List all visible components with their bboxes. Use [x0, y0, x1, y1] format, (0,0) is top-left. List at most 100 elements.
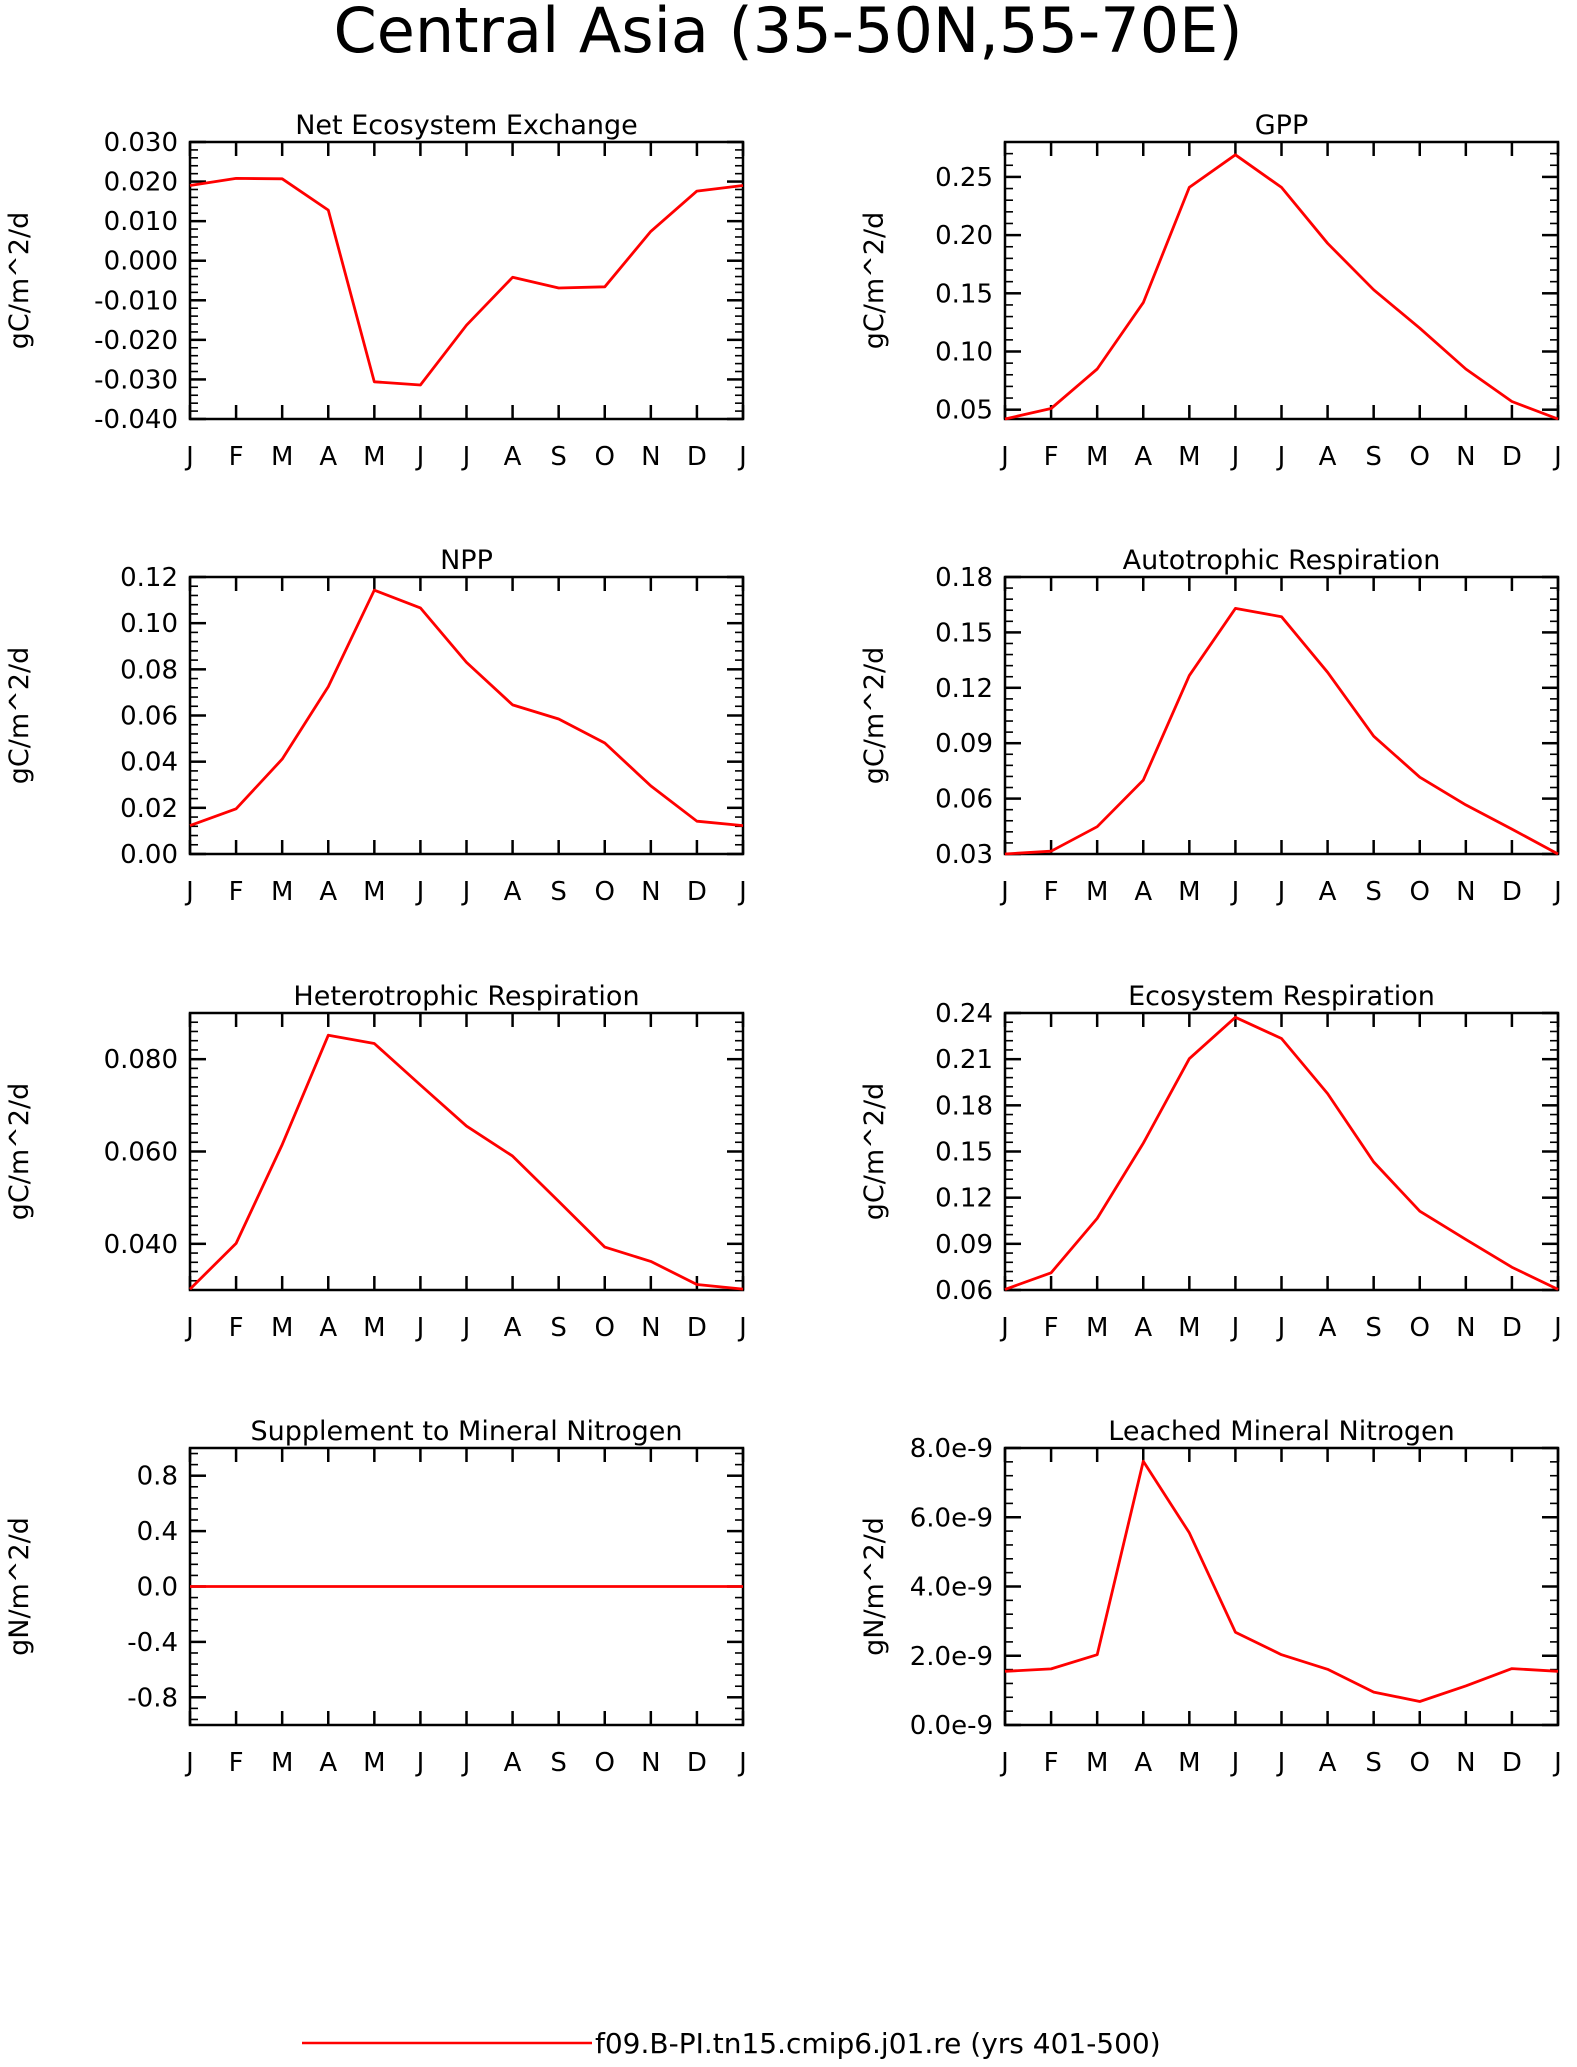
x-tick-label: A [504, 442, 522, 472]
x-tick-label: O [595, 877, 615, 907]
y-tick-label: -0.030 [94, 365, 178, 395]
x-tick-label: F [229, 1748, 244, 1778]
x-tick-label: S [550, 877, 567, 907]
x-tick-label: J [737, 442, 747, 472]
y-tick-label: 0.06 [935, 1276, 993, 1306]
y-tick-label: 0.02 [120, 794, 178, 824]
x-tick-label: F [1044, 1748, 1059, 1778]
panel-title: Supplement to Mineral Nitrogen [251, 1416, 683, 1447]
x-tick-label: D [1502, 877, 1522, 907]
x-tick-label: J [999, 1313, 1009, 1343]
y-tick-label: 0.06 [120, 702, 178, 732]
x-tick-label: F [1044, 442, 1059, 472]
y-tick-label: 0.0 [137, 1573, 178, 1603]
x-tick-label: N [1456, 1748, 1475, 1778]
panel-title: Heterotrophic Respiration [293, 981, 639, 1012]
y-tick-label: 0.12 [120, 563, 178, 593]
figure-title: Central Asia (35-50N,55-70E) [333, 0, 1242, 67]
x-tick-label: O [595, 1313, 615, 1343]
y-axis-label: gC/m^2/d [4, 212, 35, 349]
x-tick-label: O [595, 442, 615, 472]
x-tick-label: A [1319, 1748, 1337, 1778]
x-tick-label: M [1178, 877, 1200, 907]
x-tick-label: D [1502, 1313, 1522, 1343]
x-tick-label: S [1365, 1748, 1382, 1778]
x-tick-label: A [504, 877, 522, 907]
x-tick-label: M [271, 1313, 293, 1343]
y-tick-label: -0.040 [94, 405, 178, 435]
x-tick-label: J [1276, 1748, 1286, 1778]
x-tick-label: J [1230, 1748, 1240, 1778]
x-tick-label: D [1502, 1748, 1522, 1778]
y-tick-label: 0.15 [935, 618, 993, 648]
x-tick-label: O [1410, 442, 1430, 472]
x-tick-label: F [1044, 877, 1059, 907]
x-tick-label: A [1319, 877, 1337, 907]
x-tick-label: N [641, 1313, 660, 1343]
x-tick-label: J [415, 1748, 425, 1778]
x-tick-label: J [1552, 1313, 1562, 1343]
x-tick-label: J [1276, 1313, 1286, 1343]
series-line [1004, 607, 1559, 856]
y-tick-label: 0.18 [935, 1091, 993, 1121]
x-tick-label: S [550, 442, 567, 472]
x-tick-label: A [1319, 1313, 1337, 1343]
y-axis-label: gC/m^2/d [4, 1083, 35, 1220]
x-tick-label: D [687, 442, 707, 472]
x-tick-label: F [229, 442, 244, 472]
y-tick-label: 0.06 [935, 785, 993, 815]
x-tick-label: A [1134, 877, 1152, 907]
x-tick-label: J [1552, 877, 1562, 907]
x-tick-label: J [184, 442, 194, 472]
series-line [189, 176, 744, 387]
y-tick-label: 0.030 [104, 128, 178, 158]
x-tick-label: D [1502, 442, 1522, 472]
y-axis-label: gC/m^2/d [859, 212, 890, 349]
series-line [189, 1033, 744, 1291]
y-tick-label: 0.10 [935, 337, 993, 367]
y-tick-label: 0.20 [935, 221, 993, 251]
x-tick-label: O [1410, 877, 1430, 907]
panel-title: NPP [440, 545, 493, 576]
x-tick-label: M [271, 877, 293, 907]
y-tick-label: 0.8 [137, 1462, 178, 1492]
x-tick-label: J [737, 877, 747, 907]
y-tick-label: 0.15 [935, 279, 993, 309]
y-tick-label: -0.8 [127, 1683, 178, 1713]
x-tick-label: J [1230, 442, 1240, 472]
panel-title: GPP [1255, 110, 1309, 141]
panel-title: Ecosystem Respiration [1128, 981, 1435, 1012]
y-tick-label: 8.0e-9 [910, 1434, 993, 1464]
y-tick-label: 0.00 [120, 840, 178, 870]
x-tick-label: M [1086, 1748, 1108, 1778]
y-tick-label: 0.09 [935, 1230, 993, 1260]
plot-frame [1003, 1011, 1560, 1292]
x-tick-label: J [1276, 877, 1286, 907]
x-tick-label: J [415, 1313, 425, 1343]
series-line [1004, 1459, 1559, 1703]
y-tick-label: 0.15 [935, 1138, 993, 1168]
y-tick-label: 0.08 [120, 655, 178, 685]
x-tick-label: N [641, 1748, 660, 1778]
x-tick-label: F [1044, 1313, 1059, 1343]
y-tick-label: 0.21 [935, 1045, 993, 1075]
y-axis-label: gC/m^2/d [859, 647, 890, 784]
x-tick-label: O [1410, 1313, 1430, 1343]
y-tick-label: 0.04 [120, 748, 178, 778]
x-tick-label: J [999, 877, 1009, 907]
x-tick-label: N [641, 442, 660, 472]
x-tick-label: J [1552, 442, 1562, 472]
x-tick-label: S [1365, 1313, 1382, 1343]
x-tick-label: A [319, 877, 337, 907]
x-tick-label: A [504, 1313, 522, 1343]
x-tick-label: A [1134, 1748, 1152, 1778]
x-tick-label: S [1365, 877, 1382, 907]
plot-frame [188, 1011, 745, 1292]
x-tick-label: M [1086, 442, 1108, 472]
x-tick-label: M [1086, 877, 1108, 907]
x-tick-label: A [319, 442, 337, 472]
